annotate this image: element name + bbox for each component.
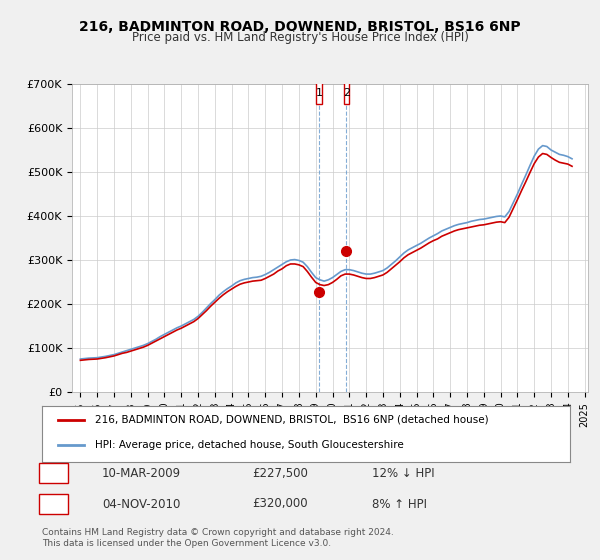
Text: 1: 1 — [50, 466, 57, 480]
Text: HPI: Average price, detached house, South Gloucestershire: HPI: Average price, detached house, Sout… — [95, 440, 404, 450]
Text: 2: 2 — [343, 88, 350, 98]
Text: 10-MAR-2009: 10-MAR-2009 — [102, 466, 181, 480]
Text: 1: 1 — [316, 88, 322, 98]
Text: £320,000: £320,000 — [252, 497, 308, 511]
Text: 216, BADMINTON ROAD, DOWNEND, BRISTOL, BS16 6NP: 216, BADMINTON ROAD, DOWNEND, BRISTOL, B… — [79, 20, 521, 34]
Text: 2: 2 — [50, 497, 57, 511]
FancyBboxPatch shape — [344, 82, 349, 104]
Text: Contains HM Land Registry data © Crown copyright and database right 2024.
This d: Contains HM Land Registry data © Crown c… — [42, 528, 394, 548]
Text: 12% ↓ HPI: 12% ↓ HPI — [372, 466, 434, 480]
Text: 04-NOV-2010: 04-NOV-2010 — [102, 497, 181, 511]
Text: £227,500: £227,500 — [252, 466, 308, 480]
Text: Price paid vs. HM Land Registry's House Price Index (HPI): Price paid vs. HM Land Registry's House … — [131, 31, 469, 44]
Text: 216, BADMINTON ROAD, DOWNEND, BRISTOL,  BS16 6NP (detached house): 216, BADMINTON ROAD, DOWNEND, BRISTOL, B… — [95, 415, 488, 425]
Text: 8% ↑ HPI: 8% ↑ HPI — [372, 497, 427, 511]
FancyBboxPatch shape — [316, 82, 322, 104]
